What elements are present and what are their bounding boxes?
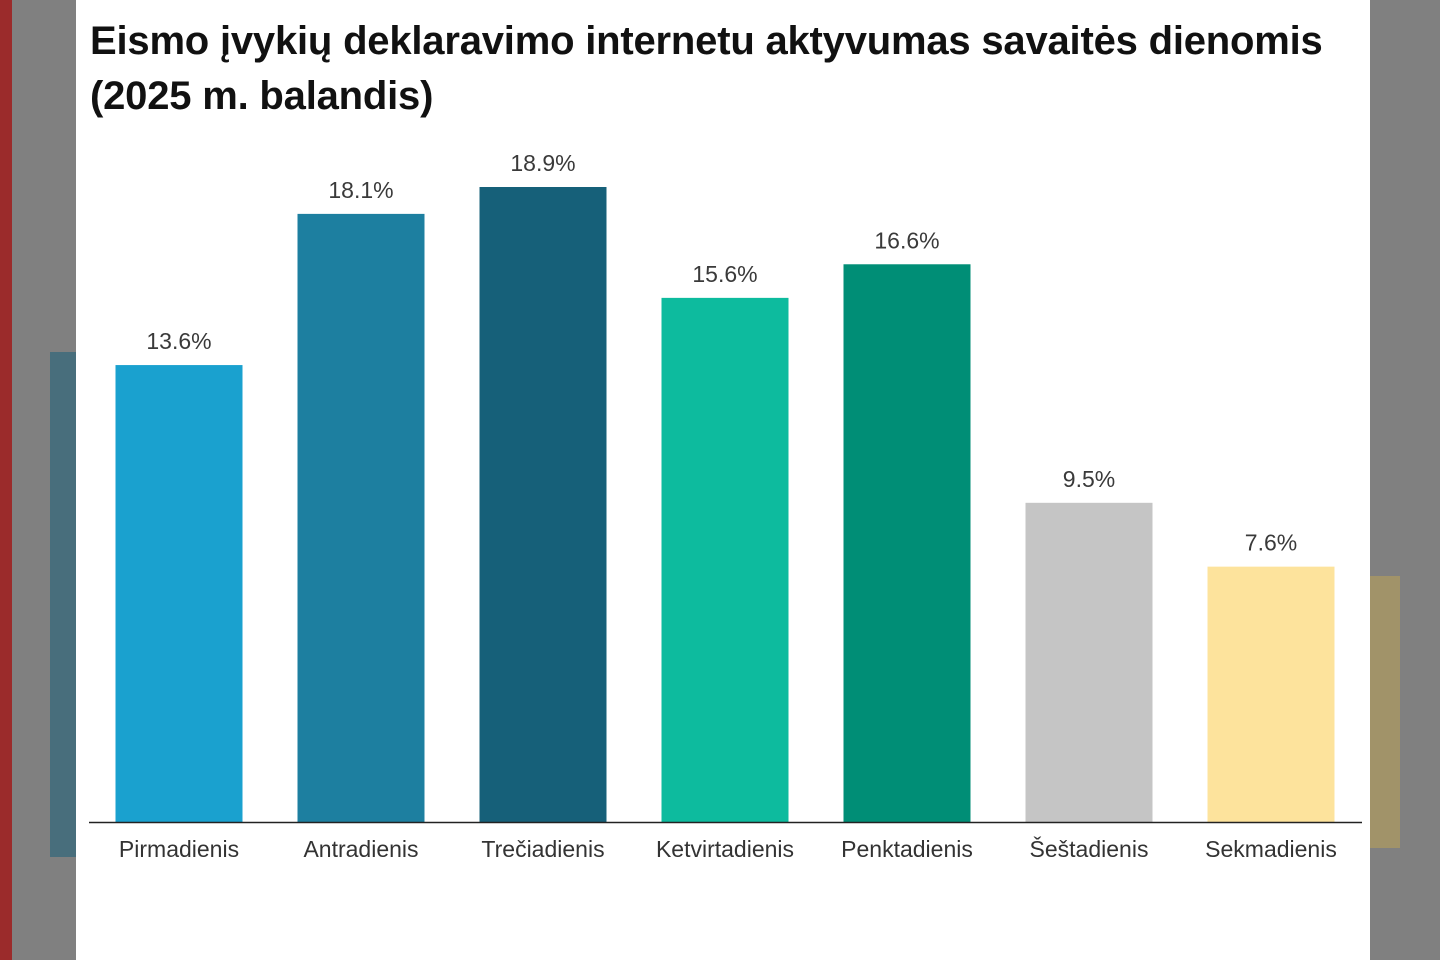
bar-trečiadienis <box>479 187 607 822</box>
tick-label: Antradienis <box>303 836 418 862</box>
bar-pirmadienis <box>115 365 243 822</box>
bar-ketvirtadienis <box>661 297 789 822</box>
chart-card: Eismo įvykių deklaravimo internetu aktyv… <box>76 0 1370 960</box>
bar-chart: 13.6% 18.1% 18.9% 15.6% 16.6% 9.5% 7.6% Pirmad… <box>89 150 1362 862</box>
tick-labels-group: Pirmadienis Antradienis Trečiadienis Ketvir… <box>119 835 1337 862</box>
tick-label: Pirmadienis <box>119 836 239 862</box>
value-label: 13.6% <box>146 328 211 354</box>
value-label: 7.6% <box>1245 530 1297 556</box>
backdrop-ghost-bar <box>1370 576 1400 848</box>
chart-title: Eismo įvykių deklaravimo internetu aktyv… <box>90 19 1323 118</box>
value-label: 9.5% <box>1063 466 1115 492</box>
tick-label: Šeštadienis <box>1030 835 1149 862</box>
value-label: 18.9% <box>510 150 575 176</box>
bar-sekmadienis <box>1207 566 1335 822</box>
value-label: 15.6% <box>692 261 757 287</box>
tick-label: Ketvirtadienis <box>656 836 794 862</box>
bar-penktadienis <box>843 264 971 822</box>
value-labels-group: 13.6% 18.1% 18.9% 15.6% 16.6% 9.5% 7.6% <box>146 150 1297 556</box>
tick-label: Penktadienis <box>841 836 973 862</box>
value-label: 16.6% <box>874 227 939 253</box>
bar-šeštadienis <box>1025 502 1153 822</box>
bar-antradienis <box>297 213 425 823</box>
tick-label: Trečiadienis <box>481 836 604 862</box>
tick-label: Sekmadienis <box>1205 836 1337 862</box>
backdrop-ghost-bar <box>50 352 76 857</box>
backdrop-red-strip <box>0 0 12 960</box>
bars-group <box>115 187 1335 823</box>
value-label: 18.1% <box>328 177 393 203</box>
